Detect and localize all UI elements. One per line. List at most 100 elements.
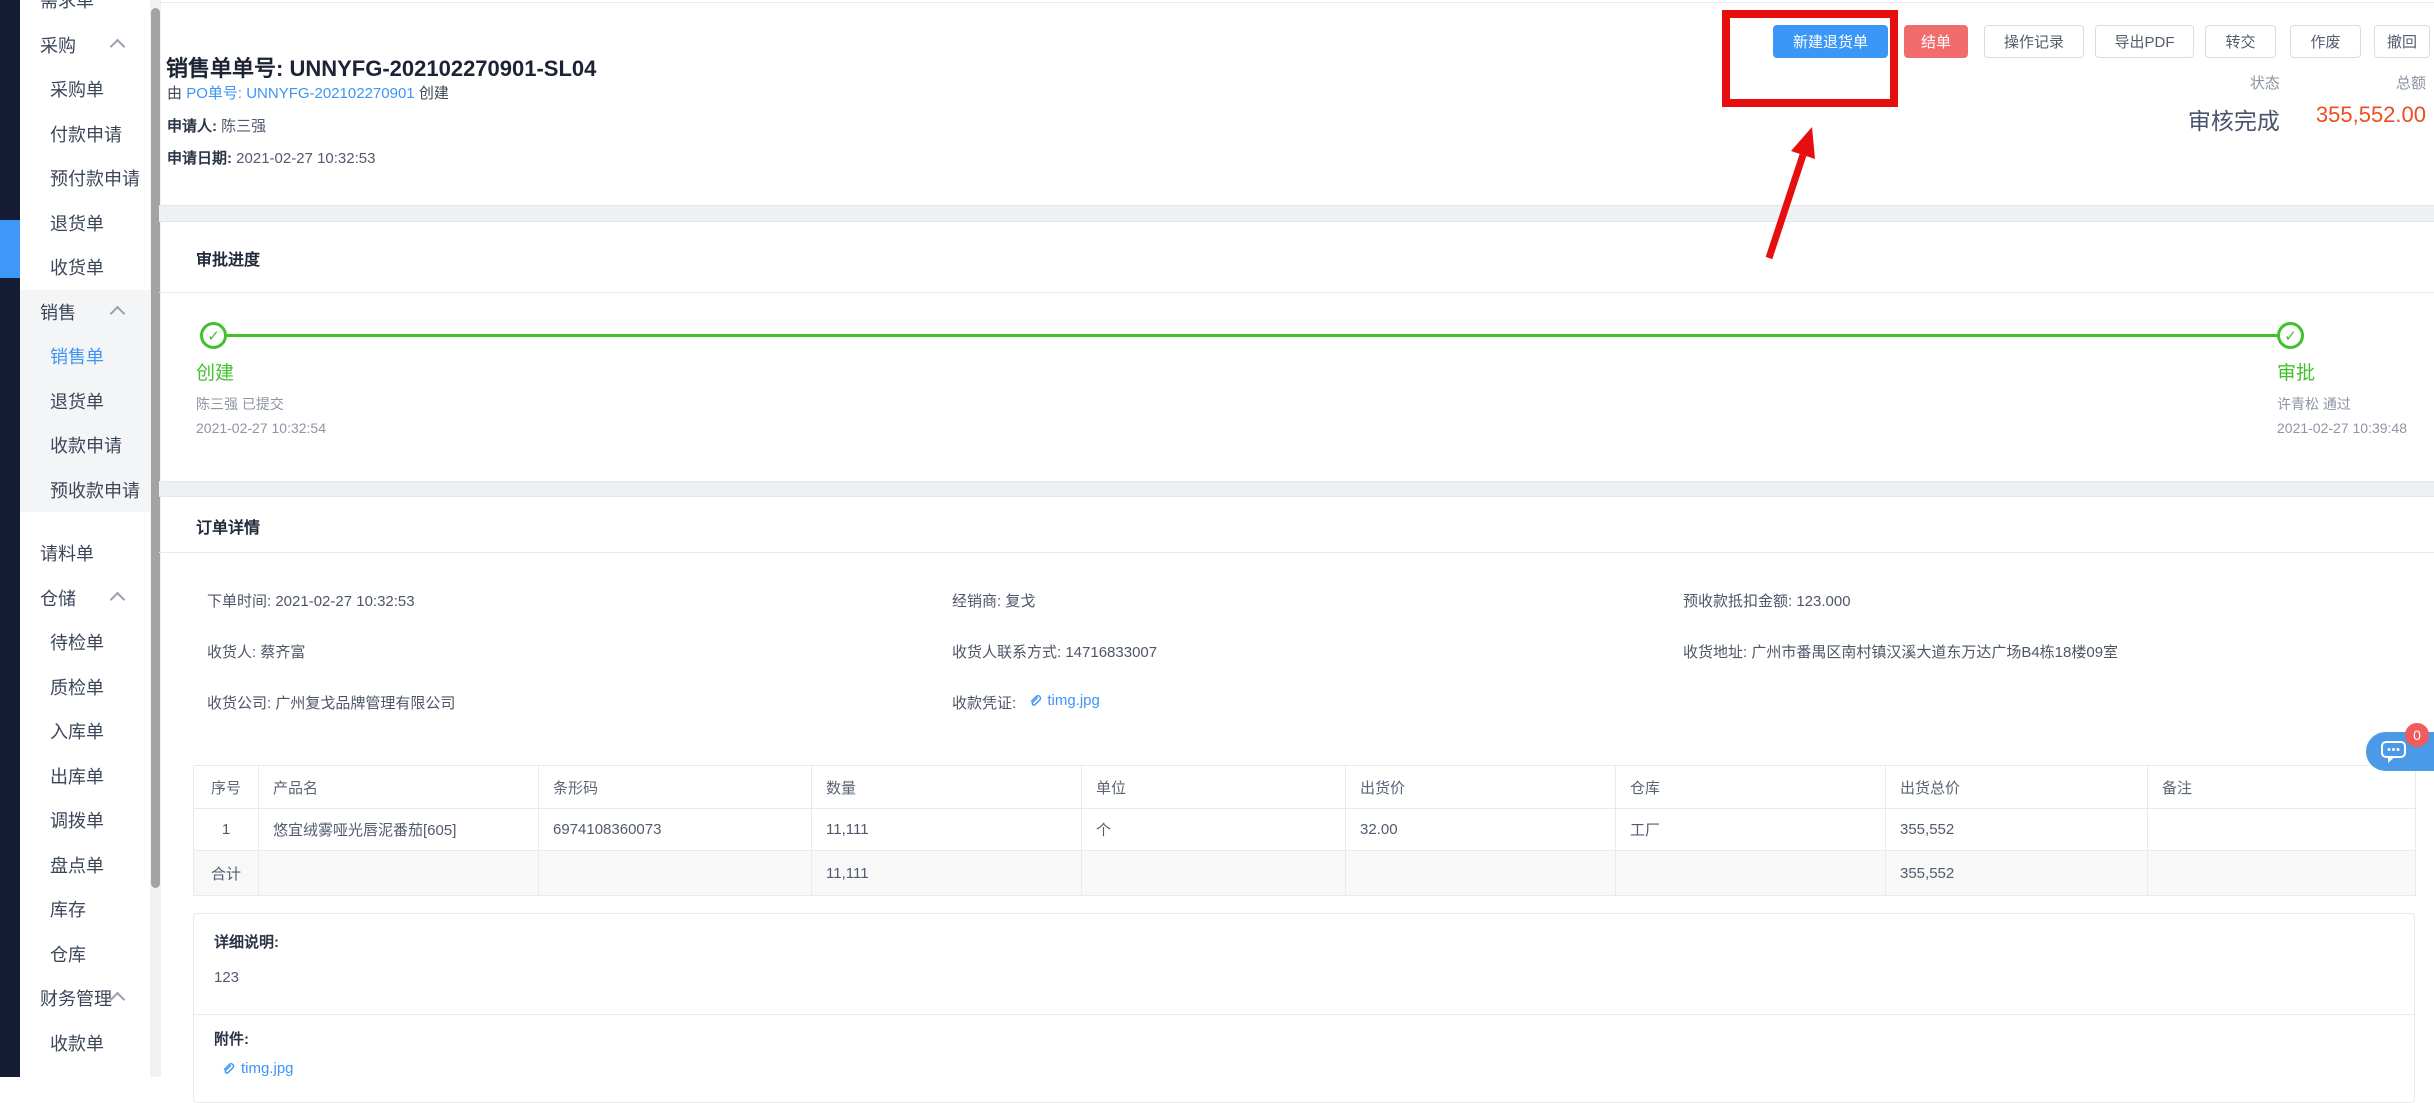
sidebar-item-quality-inspection[interactable]: 质检单: [50, 677, 104, 698]
sidebar-group-warehouse[interactable]: 仓储: [20, 576, 150, 621]
chat-bubble-icon: [2381, 741, 2406, 763]
notes-divider: [194, 1014, 2414, 1015]
chevron-up-icon: [109, 991, 126, 1008]
cell-empty: [1615, 850, 1886, 896]
po-number-link[interactable]: PO单号: UNNYFG-202102270901: [186, 85, 415, 102]
cell-empty: [538, 850, 812, 896]
col-header-unit: 单位: [1081, 765, 1346, 809]
sidebar-item-inventory[interactable]: 库存: [50, 900, 86, 921]
col-header-product: 产品名: [258, 765, 539, 809]
void-button[interactable]: 作废: [2290, 25, 2361, 58]
payment-voucher-file-link[interactable]: timg.jpg: [1028, 692, 1100, 709]
attachment-label: 附件:: [214, 1031, 249, 1048]
sidebar-scrollbar-thumb[interactable]: [151, 8, 160, 888]
new-return-order-button[interactable]: 新建退货单: [1773, 25, 1888, 58]
cell-total-amount: 355,552: [1885, 850, 2148, 896]
sidebar-item-sales-order[interactable]: 销售单: [20, 334, 150, 379]
cell-total-price: 355,552: [1885, 808, 2148, 851]
step-name: 审批: [2277, 363, 2316, 384]
table-total-row: 合计 11,111 355,552: [193, 850, 2416, 896]
sidebar-item-prepayment-request[interactable]: 预付款申请: [50, 169, 140, 190]
cell-empty: [1081, 850, 1346, 896]
field-consignee-phone: 收货人联系方式: 14716833007: [952, 644, 1158, 661]
step-time: 2021-02-27 10:32:54: [196, 420, 326, 436]
sidebar-item-advance-collection-request[interactable]: 预收款申请: [20, 467, 150, 512]
col-header-qty: 数量: [811, 765, 1082, 809]
cell-warehouse: 工厂: [1615, 808, 1886, 851]
collapsed-nav-rail: [0, 0, 20, 1077]
section-gap: [159, 481, 2434, 497]
payment-voucher-label: 收款凭证:: [952, 695, 1017, 712]
total-column: 总额 355,552.00: [2316, 72, 2426, 136]
transfer-button[interactable]: 转交: [2205, 25, 2276, 58]
description-text: 123: [214, 969, 240, 986]
sidebar-item-sales-return[interactable]: 退货单: [20, 378, 150, 423]
sidebar-item-demand-order[interactable]: 需求单: [40, 0, 94, 12]
sidebar-item-payment-request[interactable]: 付款申请: [50, 124, 122, 145]
attachment-file-link[interactable]: timg.jpg: [221, 1060, 294, 1077]
sidebar-item-receipt-order[interactable]: 收款单: [50, 1033, 104, 1054]
product-table: 序号 产品名 条形码 数量 单位 出货价 仓库 出货总价 备注 1 悠宜绒雾哑光…: [193, 765, 2416, 896]
paperclip-icon: [1031, 695, 1042, 706]
step-operator: 许青松 通过: [2277, 396, 2351, 412]
operation-log-button[interactable]: 操作记录: [1984, 25, 2084, 58]
cell-index: 1: [193, 808, 259, 851]
sidebar-item-purchase-return[interactable]: 退货单: [50, 213, 104, 234]
notes-box: 详细说明: 123 附件: timg.jpg: [193, 913, 2415, 1103]
sidebar-item-pending-inspection[interactable]: 待检单: [50, 633, 104, 654]
cell-empty: [1345, 850, 1616, 896]
cell-total-label: 合计: [193, 850, 259, 896]
cell-remark: [2147, 808, 2416, 851]
cell-product: 悠宜绒雾哑光唇泥番茄[605]: [258, 808, 539, 851]
sidebar-item-purchase-order[interactable]: 采购单: [50, 80, 104, 101]
cell-qty: 11,111: [811, 808, 1082, 851]
cell-barcode: 6974108360073: [538, 808, 812, 851]
sidebar-item-inbound-order[interactable]: 入库单: [50, 722, 104, 743]
sidebar-item-outbound-order[interactable]: 出库单: [50, 766, 104, 787]
cell-price: 32.00: [1345, 808, 1616, 851]
field-dealer: 经销商: 复戈: [952, 593, 1036, 610]
sidebar-item-collection-request[interactable]: 收款申请: [20, 423, 150, 468]
field-payment-voucher: 收款凭证: timg.jpg: [952, 692, 1100, 713]
status-column: 状态 审核完成: [2188, 72, 2280, 136]
created-from-line: 由 PO单号: UNNYFG-202102270901 创建: [167, 82, 449, 103]
field-advance-deduction: 预收款抵扣金额: 123.000: [1683, 593, 1851, 610]
approval-section-title: 审批进度: [196, 252, 261, 269]
col-header-barcode: 条形码: [538, 765, 812, 809]
sidebar-group-finance[interactable]: 财务管理: [20, 976, 150, 1021]
sidebar-group-purchasing[interactable]: 采购: [20, 23, 150, 68]
sidebar-item-stocktake-order[interactable]: 盘点单: [50, 855, 104, 876]
field-order-time: 下单时间: 2021-02-27 10:32:53: [207, 593, 415, 610]
close-order-button[interactable]: 结单: [1904, 25, 1968, 58]
field-shipping-address: 收货地址: 广州市番禺区南村镇汉溪大道东万达广场B4栋18楼09室: [1683, 644, 2119, 661]
col-header-price: 出货价: [1345, 765, 1616, 809]
status-label: 状态: [2249, 75, 2280, 92]
col-header-remark: 备注: [2147, 765, 2416, 809]
col-header-total-price: 出货总价: [1885, 765, 2148, 809]
order-section-title: 订单详情: [196, 520, 261, 537]
payment-voucher-filename: timg.jpg: [1047, 692, 1100, 709]
apply-date-label: 申请日期:: [167, 150, 232, 167]
approval-title-divider: [159, 292, 2434, 293]
created-prefix: 由: [167, 85, 183, 102]
sidebar-item-transfer-order[interactable]: 调拨单: [50, 811, 104, 832]
export-pdf-button[interactable]: 导出PDF: [2095, 25, 2194, 58]
status-block: 状态 审核完成 总额 355,552.00: [2188, 72, 2426, 136]
chat-unread-badge: 0: [2405, 723, 2429, 747]
apply-date-value: 2021-02-27 10:32:53: [236, 150, 376, 167]
total-label: 总额: [2395, 75, 2426, 92]
withdraw-button[interactable]: 撤回: [2374, 25, 2430, 58]
step-connector-line: [227, 334, 2279, 337]
field-consignee: 收货人: 蔡齐富: [207, 644, 306, 661]
attachment-filename: timg.jpg: [241, 1060, 294, 1077]
chevron-up-icon: [109, 591, 126, 608]
description-label: 详细说明:: [214, 934, 279, 951]
sidebar-item-warehouse[interactable]: 仓库: [50, 944, 86, 965]
sidebar-item-material-request[interactable]: 请料单: [40, 544, 94, 565]
step-check-icon: ✓: [2277, 322, 2304, 349]
sidebar-group-sales[interactable]: 销售: [20, 289, 150, 334]
sidebar-item-receiving-order[interactable]: 收货单: [50, 258, 104, 279]
col-header-warehouse: 仓库: [1615, 765, 1886, 809]
applicant-label: 申请人:: [167, 118, 217, 135]
status-value: 审核完成: [2187, 108, 2280, 134]
